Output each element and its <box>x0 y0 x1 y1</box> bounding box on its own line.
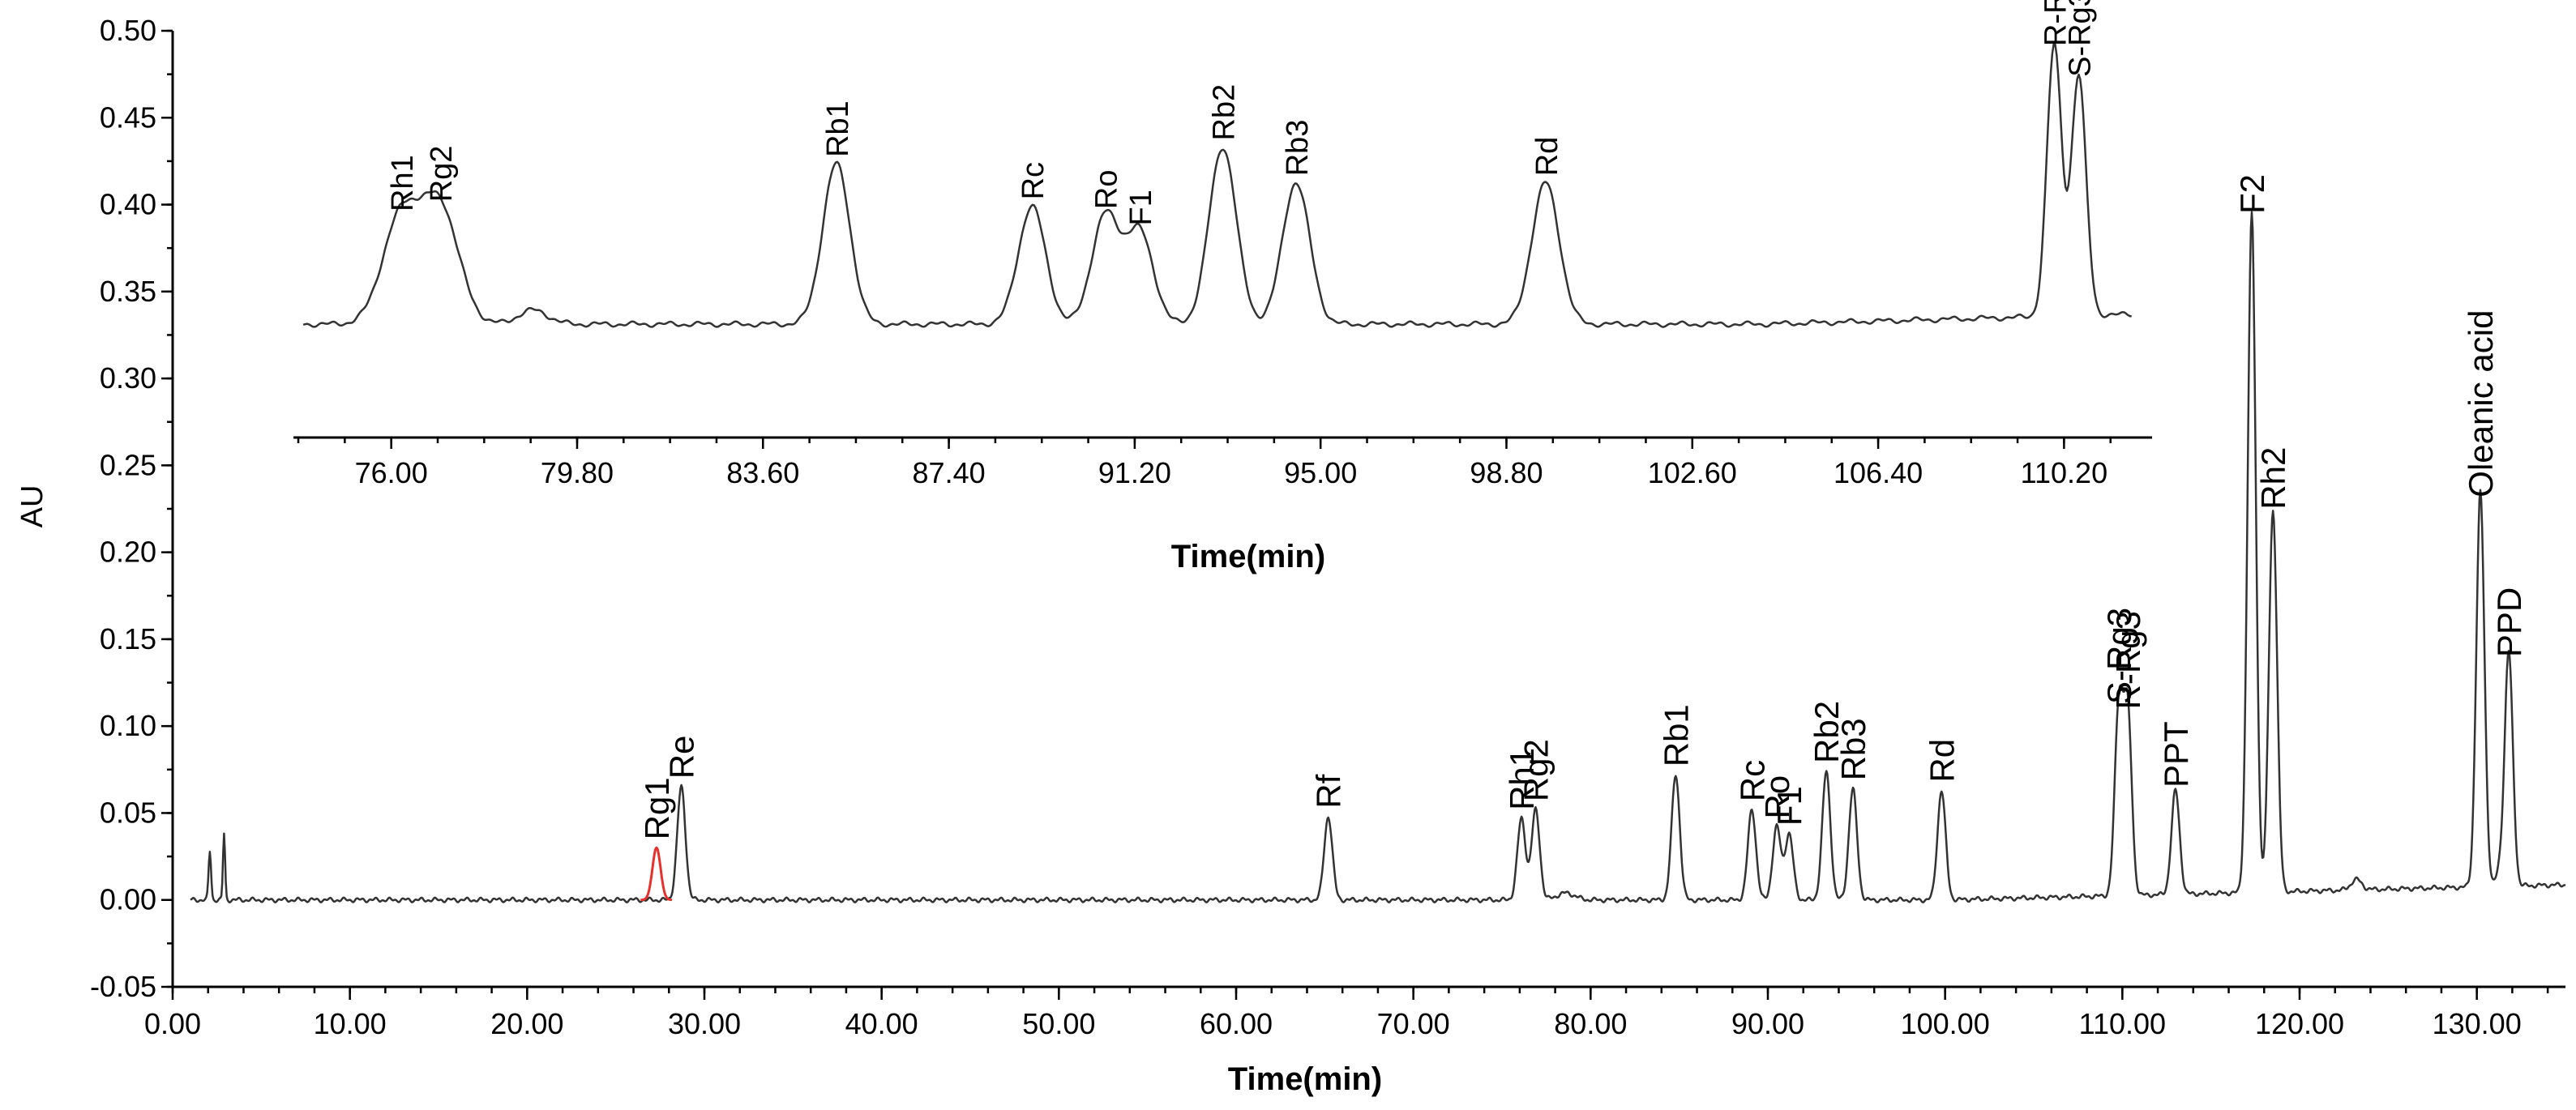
highlighted-peak-rg1 <box>640 846 673 902</box>
inset-x-tick-label: 98.80 <box>1470 456 1543 489</box>
inset-x-tick-label: 110.20 <box>2021 456 2107 489</box>
y-tick-label: 0.50 <box>100 14 156 47</box>
inset-peak-label: S-Rg3 <box>2064 0 2098 77</box>
inset-chromatogram-trace <box>302 43 2132 328</box>
peak-label: Rb3 <box>1834 718 1872 780</box>
peak-label: PPT <box>2157 721 2195 788</box>
inset-peak-label: R-Rg3 <box>2039 0 2073 46</box>
inset-x-tick-label: 91.20 <box>1098 456 1171 489</box>
inset-peak-label: Rd <box>1530 137 1564 177</box>
x-tick-label: 70.00 <box>1377 1007 1450 1040</box>
main-chromatogram-trace <box>190 211 2566 903</box>
peak-label: F2 <box>2233 174 2271 214</box>
x-tick-label: 120.00 <box>2255 1007 2344 1040</box>
inset-peak-label: Ro <box>1090 170 1124 210</box>
peak-label: Rg2 <box>1517 739 1555 801</box>
inset-peak-label: F1 <box>1124 190 1158 225</box>
inset-x-axis-label: Time(min) <box>1171 539 1325 574</box>
x-tick-label: 130.00 <box>2433 1007 2522 1040</box>
y-tick-label: 0.35 <box>100 275 156 308</box>
x-tick-label: 60.00 <box>1200 1007 1273 1040</box>
peak-label: S-Rg3 <box>2100 608 2138 704</box>
x-tick-label: 0.00 <box>144 1007 201 1040</box>
inset-x-tick-label: 83.60 <box>726 456 799 489</box>
inset-x-tick-label: 76.00 <box>355 456 428 489</box>
x-tick-label: 30.00 <box>668 1007 741 1040</box>
inset-x-tick-label: 87.40 <box>913 456 986 489</box>
y-tick-label: 0.25 <box>100 448 156 481</box>
y-tick-label: 0.45 <box>100 100 156 134</box>
y-tick-label: 0.10 <box>100 709 156 742</box>
peak-label: R-Rg3 <box>2109 611 2147 709</box>
y-axis-label: AU <box>15 485 49 528</box>
peak-label: F1 <box>1770 786 1808 826</box>
peak-label: Rb1 <box>1657 704 1695 766</box>
x-tick-label: 40.00 <box>845 1007 918 1040</box>
x-tick-label: 100.00 <box>1901 1007 1990 1040</box>
main-chart-axes: -0.05 0.00 0.05 0.10 0.15 0.20 0.25 0.30 0.35 0.4… <box>90 14 2565 1040</box>
main-chart-traces <box>190 211 2566 903</box>
y-tick-label: -0.05 <box>90 970 156 1003</box>
x-tick-label: 90.00 <box>1731 1007 1804 1040</box>
y-tick-label: 0.05 <box>100 796 156 829</box>
peak-label: Rh1 <box>1503 748 1541 810</box>
y-tick-label: 0.30 <box>100 361 156 395</box>
y-tick-label: 0.40 <box>100 188 156 221</box>
main-x-axis-label: Time(min) <box>1228 1061 1382 1097</box>
peak-label: PPD <box>2490 587 2528 657</box>
inset-chart-traces <box>302 43 2132 328</box>
inset-peak-label: Rb2 <box>1208 84 1242 141</box>
inset-x-tick-label: 95.00 <box>1284 456 1357 489</box>
peak-label: Ro <box>1758 775 1796 819</box>
peak-label: Rh2 <box>2254 447 2292 510</box>
inset-x-tick-label: 106.40 <box>1834 456 1923 489</box>
peak-label: Rc <box>1733 760 1771 801</box>
peak-label: Oleanic acid <box>2462 310 2500 497</box>
inset-x-tick-label: 102.60 <box>1648 456 1737 489</box>
peak-label: Re <box>663 736 701 779</box>
x-tick-label: 50.00 <box>1022 1007 1095 1040</box>
x-tick-label: 20.00 <box>490 1007 563 1040</box>
inset-peak-label: Rb3 <box>1281 120 1315 177</box>
inset-peak-label: Rh1 <box>386 155 420 211</box>
x-tick-label: 110.00 <box>2079 1007 2166 1040</box>
peak-label: Rf <box>1310 774 1348 808</box>
inset-chart-axes: 76.00 79.80 83.60 87.40 91.20 95.00 98.80 102.6… <box>293 436 2152 489</box>
y-tick-label: 0.00 <box>100 883 156 916</box>
inset-peak-label: Rb1 <box>821 100 855 157</box>
peak-label: Rb2 <box>1808 701 1846 763</box>
peak-label: Rd <box>1923 739 1961 783</box>
inset-x-tick-label: 79.80 <box>541 456 614 489</box>
inset-peak-label: Rc <box>1016 162 1051 199</box>
y-tick-label: 0.15 <box>100 622 156 655</box>
y-tick-label: 0.20 <box>100 536 156 569</box>
peak-label: Rg1 <box>638 777 676 839</box>
inset-peak-label: Rg2 <box>425 146 459 203</box>
x-tick-label: 80.00 <box>1554 1007 1627 1040</box>
x-tick-label: 10.00 <box>314 1007 387 1040</box>
